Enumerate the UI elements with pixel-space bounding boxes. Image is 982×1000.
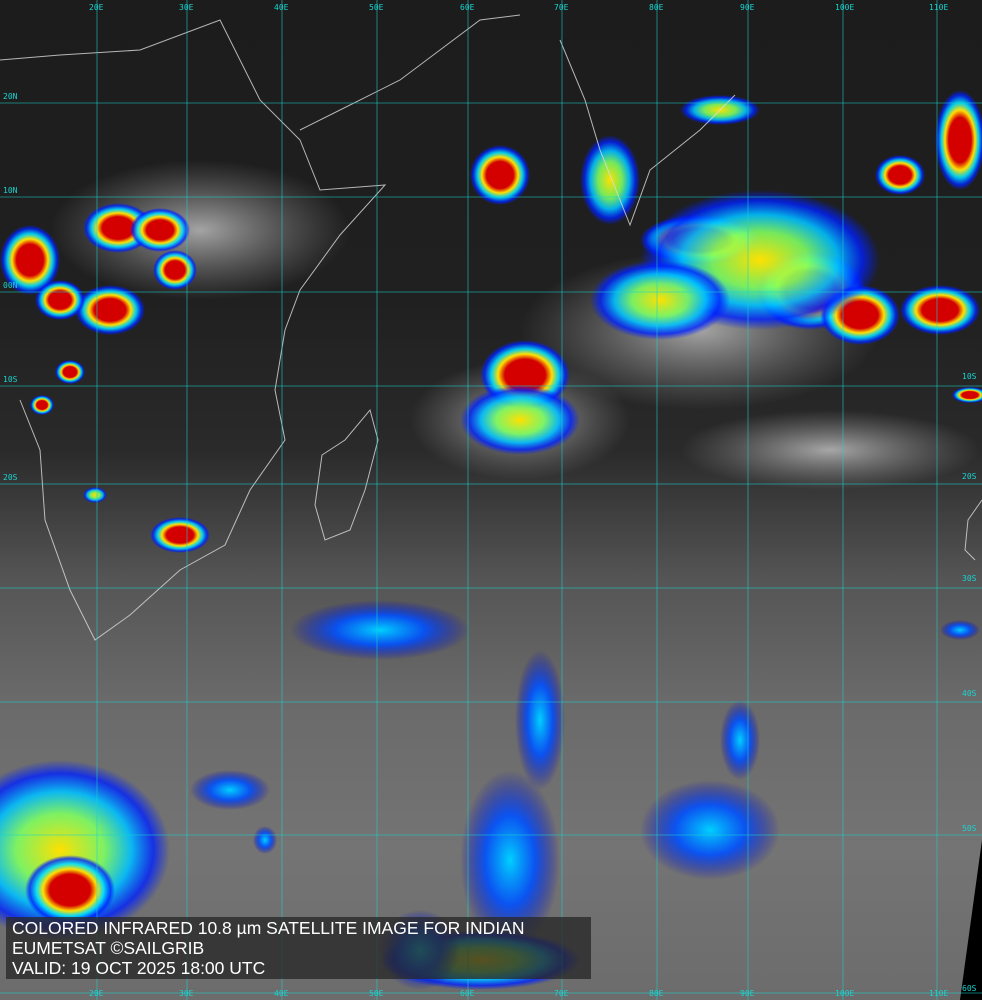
convective-cloud [55,360,85,384]
convective-cloud [952,387,982,403]
longitude-label-bottom: 60E [460,989,475,998]
convective-cloud [460,770,560,950]
longitude-label-top: 20E [89,3,104,12]
longitude-label-top: 70E [554,3,569,12]
arabia-coastline [299,14,521,131]
africa-coastline [0,19,387,641]
longitude-label-bottom: 80E [649,989,664,998]
caption-valid-time: VALID: 19 OCT 2025 18:00 UTC [12,958,266,978]
convective-cloud [590,260,730,340]
longitude-label-top: 50E [369,3,384,12]
longitude-label-top: 30E [179,3,194,12]
convective-cloud [720,700,760,780]
no-data-region [960,840,982,1000]
convective-cloud [940,620,980,640]
latitude-label-left: 10S [3,375,18,384]
latitude-label-right: 10S [962,372,977,381]
convective-cloud [35,280,85,320]
latitude-label-right: 30S [962,574,977,583]
longitude-label-top: 80E [649,3,664,12]
latitude-label-left: 20S [3,473,18,482]
image-caption: COLORED INFRARED 10.8 µm SATELLITE IMAGE… [6,917,591,979]
convective-cloud [640,780,780,880]
longitude-label-bottom: 100E [835,989,855,998]
latitude-label-right: 50S [962,824,977,833]
cloud-patch [680,410,980,490]
convective-cloud [130,208,190,252]
convective-cloud [253,826,277,854]
latitude-label-right: 20S [962,472,977,481]
latitude-label-right: 40S [962,689,977,698]
convective-cloud [153,250,197,290]
convective-cloud [30,395,54,415]
latitude-label-right: 60S [962,984,977,993]
convective-cloud [460,385,580,455]
convective-cloud [875,155,925,195]
longitude-label-bottom: 20E [89,989,104,998]
latitude-label-left: 10N [3,186,18,195]
latitude-label-left: 20N [3,92,18,101]
convective-cloud [190,770,270,810]
longitude-label-top: 100E [835,3,855,12]
convective-cloud [515,650,565,790]
convective-cloud [580,135,640,225]
madagascar-coastline [314,408,379,541]
india-coastline [559,39,736,227]
convective-cloud [25,855,115,925]
longitude-label-bottom: 30E [179,989,194,998]
longitude-label-top: 110E [929,3,949,12]
convective-cloud [470,145,530,205]
convective-cloud [900,285,980,335]
longitude-label-top: 60E [460,3,475,12]
convective-cloud [150,517,210,553]
latitude-label-left: 00N [3,281,18,290]
longitude-label-top: 90E [740,3,755,12]
convective-cloud [0,225,60,295]
caption-title: COLORED INFRARED 10.8 µm SATELLITE IMAGE… [12,918,525,938]
convective-cloud [83,487,107,503]
longitude-label-top: 40E [274,3,289,12]
cloud-patch [50,160,350,300]
convective-cloud [935,90,982,190]
longitude-label-bottom: 50E [369,989,384,998]
longitude-label-bottom: 110E [929,989,949,998]
convective-cloud [75,285,145,335]
convective-cloud [290,600,470,660]
caption-source: EUMETSAT ©SAILGRIB [12,938,205,958]
longitude-label-bottom: 70E [554,989,569,998]
longitude-label-bottom: 40E [274,989,289,998]
longitude-label-bottom: 90E [740,989,755,998]
australia-coastline [964,499,982,561]
